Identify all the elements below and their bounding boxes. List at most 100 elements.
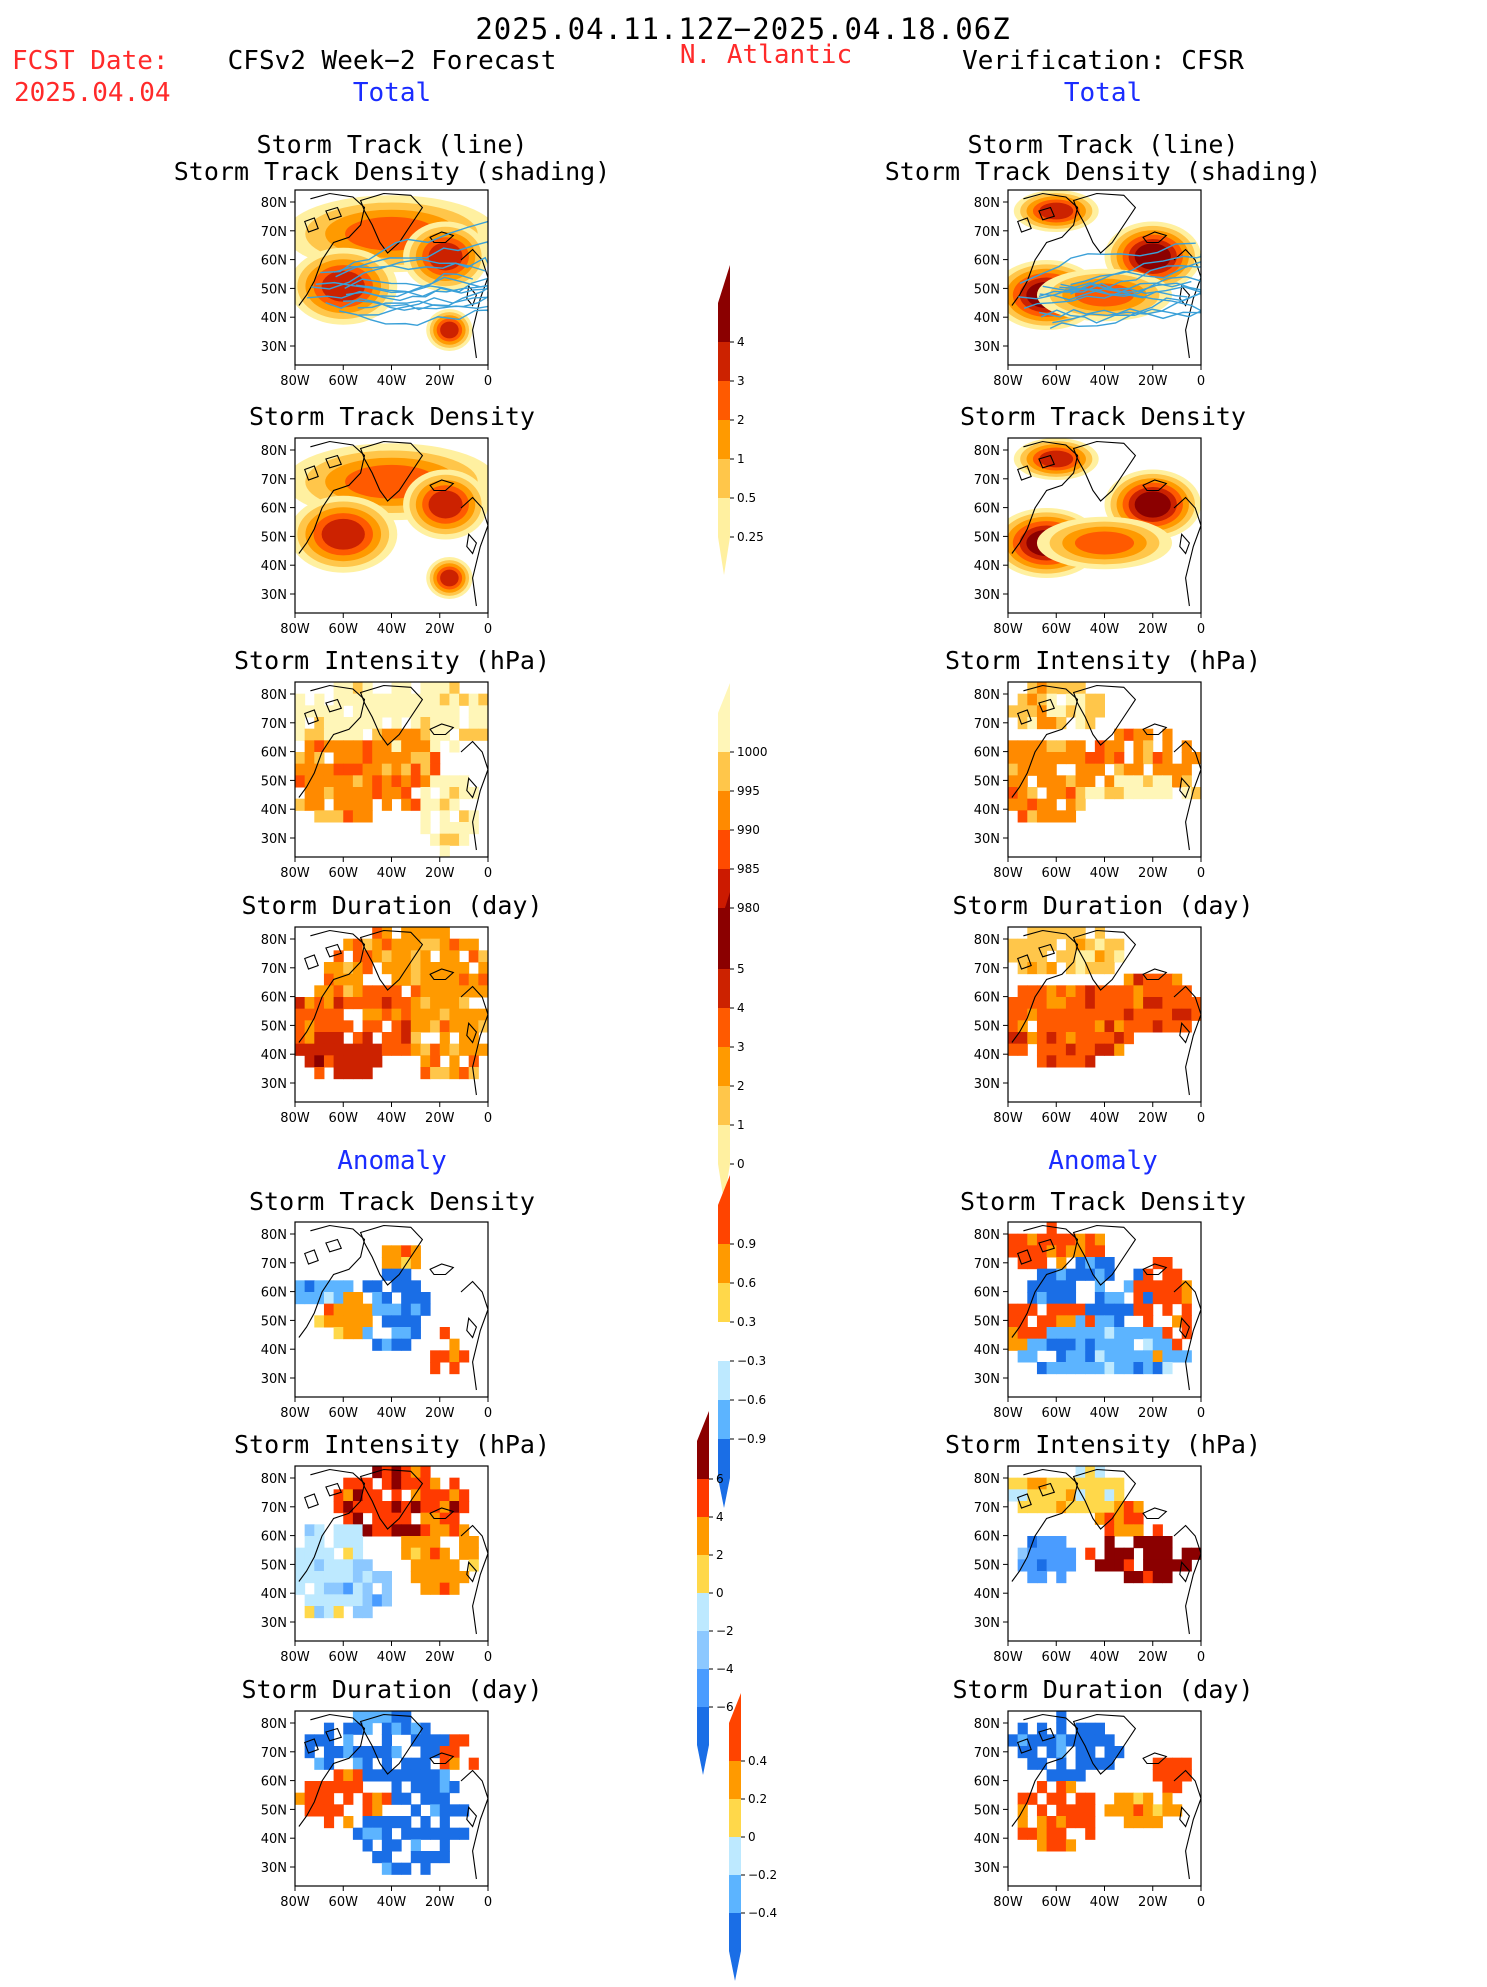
grid-cell: [391, 1280, 402, 1293]
grid-cell: [381, 1816, 392, 1829]
coastline: [1173, 1524, 1201, 1635]
grid-cell: [352, 1594, 364, 1607]
lat-label: 80N: [974, 444, 1000, 459]
grid-cell: [1056, 1547, 1067, 1560]
grid-cell: [391, 1043, 402, 1056]
grid-cell: [391, 1338, 402, 1351]
lat-label: 70N: [261, 1501, 287, 1516]
grid-cell: [1056, 787, 1067, 800]
grid-cell: [459, 787, 470, 800]
coastline: [1173, 1280, 1201, 1391]
grid-cell: [1075, 1032, 1086, 1045]
grid-cell: [1065, 810, 1077, 823]
grid-cell: [372, 1489, 383, 1502]
grid-cell: [468, 705, 479, 718]
colorbar-segment: [718, 1008, 730, 1047]
colorbar-segment: [718, 1244, 730, 1283]
coastline: [1016, 1738, 1032, 1754]
grid-cell: [459, 693, 470, 706]
grid-cell: [1094, 1280, 1105, 1293]
grid-cell: [1075, 1746, 1086, 1759]
grid-cell: [1027, 705, 1038, 718]
grid-cell: [1094, 997, 1105, 1010]
lon-label: 60W: [1042, 374, 1072, 389]
grid-cell: [1085, 1757, 1096, 1770]
grid-cell: [1036, 997, 1048, 1010]
grid-cell: [1104, 1489, 1115, 1502]
grid-cell: [439, 1781, 450, 1794]
grid-cell: [352, 1512, 364, 1525]
grid-cell: [362, 1280, 373, 1293]
grid-cell: [1162, 1536, 1173, 1549]
grid-cell: [1056, 810, 1067, 823]
grid-cell: [420, 1792, 431, 1805]
grid-cell: [1104, 1268, 1115, 1281]
grid-cell: [343, 1722, 354, 1735]
grid-cell: [1114, 752, 1125, 765]
grid-cell: [1036, 763, 1048, 776]
lon-label: 60W: [329, 374, 359, 389]
grid-cell: [381, 1582, 392, 1595]
grid-cell: [459, 1524, 470, 1537]
grid-cell: [1036, 682, 1048, 695]
grid-cell: [314, 1055, 325, 1068]
lat-label: 70N: [974, 1746, 1000, 1761]
grid-cell: [1065, 1547, 1077, 1560]
grid-cell: [391, 1512, 402, 1525]
grid-cell: [478, 950, 488, 963]
grid-cell: [401, 1722, 412, 1735]
grid-cell: [333, 717, 344, 730]
grid-cell: [381, 1711, 392, 1724]
grid-cell: [1123, 1816, 1134, 1829]
grid-cell: [420, 775, 431, 788]
grid-cell: [1046, 1338, 1057, 1351]
grid-cell: [304, 1292, 315, 1305]
grid-cell: [343, 1559, 354, 1572]
grid-cell: [1162, 1292, 1173, 1305]
lat-label: 40N: [261, 559, 287, 574]
grid-cell: [1017, 985, 1028, 998]
coastline: [1016, 1249, 1032, 1265]
grid-cell: [1085, 1338, 1096, 1351]
lat-label: 80N: [261, 1472, 287, 1487]
colorbar-duration-anom: 0.40.20−0.2−0.4: [729, 1693, 777, 1981]
grid-cell: [1046, 810, 1057, 823]
grid-cell: [401, 1524, 412, 1537]
grid-cell: [362, 1315, 373, 1328]
grid-cell: [1181, 1292, 1192, 1305]
grid-cell: [420, 822, 431, 835]
grid-cell: [1152, 1280, 1163, 1293]
grid-cell: [323, 740, 335, 753]
grid-cell: [295, 717, 306, 730]
grid-cell: [362, 1043, 373, 1056]
grid-cell: [1162, 1757, 1173, 1770]
grid-cell: [333, 1067, 344, 1080]
grid-cell: [401, 1547, 412, 1560]
grid-cell: [323, 1547, 335, 1560]
grid-cell: [362, 1804, 373, 1817]
grid-cell: [430, 763, 441, 776]
coastline: [359, 1468, 424, 1530]
grid-cell: [343, 962, 354, 975]
grid-cell: [1046, 1303, 1057, 1316]
lat-label: 40N: [974, 1048, 1000, 1063]
grid-cell: [1075, 1257, 1086, 1270]
grid-cell: [372, 927, 383, 940]
grid-cell: [333, 1559, 344, 1572]
grid-cell: [1046, 1827, 1057, 1840]
coastline: [325, 1482, 343, 1497]
grid-cell: [1172, 1292, 1183, 1305]
lat-label: 50N: [261, 1019, 287, 1034]
lon-label: 40W: [1090, 374, 1120, 389]
grid-cell: [352, 1582, 364, 1595]
lat-label: 50N: [974, 282, 1000, 297]
grid-cell: [1114, 1792, 1125, 1805]
grid-cell: [1056, 1816, 1067, 1829]
grid-cell: [381, 1851, 392, 1864]
grid-cell: [1085, 1257, 1096, 1270]
grid-cell: [333, 787, 344, 800]
lon-label: 0: [484, 374, 492, 389]
grid-cell: [420, 1851, 431, 1864]
grid-cell: [372, 1711, 383, 1724]
